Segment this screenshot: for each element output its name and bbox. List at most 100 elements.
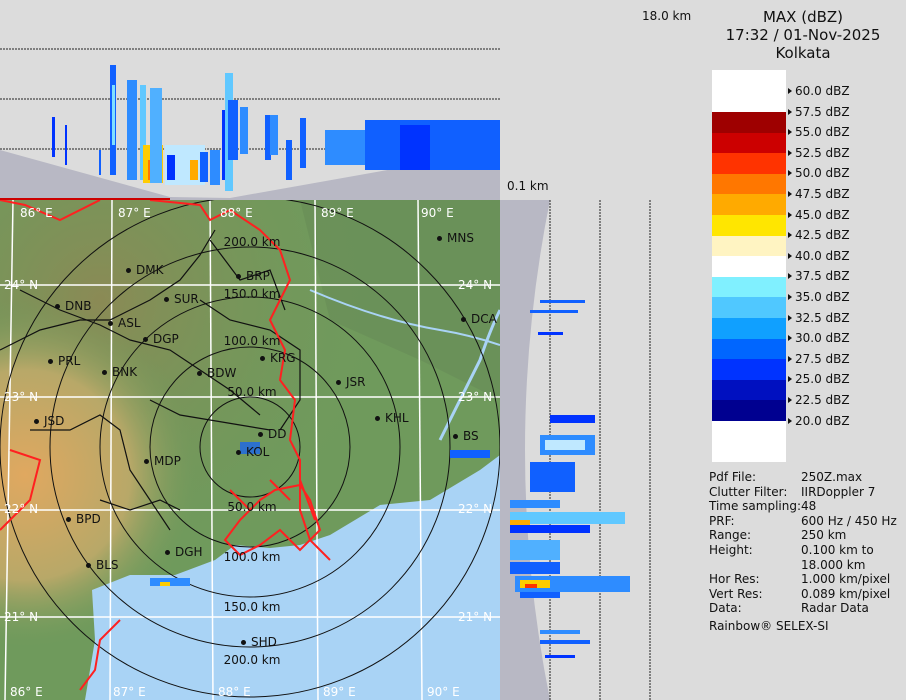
city-marker: MNS xyxy=(437,232,474,244)
range-label: 50.0 km xyxy=(227,500,277,514)
info-row: Clutter Filter: IIRDoppler 7 xyxy=(709,485,875,500)
radar-map xyxy=(0,200,500,700)
lat-label: 24° N xyxy=(458,278,493,292)
legend-label: 27.5 dBZ xyxy=(788,353,850,365)
city-marker: ASL xyxy=(108,317,141,329)
city-marker: MDP xyxy=(144,455,181,467)
legend-swatch xyxy=(712,318,786,339)
legend-swatch xyxy=(712,173,786,195)
info-key: Data: xyxy=(709,601,742,616)
city-marker: KHL xyxy=(375,412,409,424)
legend-label: 42.5 dBZ xyxy=(788,229,850,241)
range-label: 150.0 km xyxy=(223,600,281,614)
echo-rows xyxy=(510,300,630,658)
info-key: Range: xyxy=(709,528,752,543)
legend-label: 45.0 dBZ xyxy=(788,209,850,221)
info-row: Hor Res: 1.000 km/pixel xyxy=(709,572,890,587)
legend-label: 37.5 dBZ xyxy=(788,270,850,282)
city-marker: BDW xyxy=(197,367,236,379)
city-marker: PRL xyxy=(48,355,80,367)
beam-shadow xyxy=(500,200,550,700)
info-key: Vert Res: xyxy=(709,586,763,601)
legend-swatch xyxy=(712,194,786,216)
info-row: PRF: 600 Hz / 450 Hz xyxy=(709,514,897,529)
legend-swatch xyxy=(712,256,786,278)
legend-swatch xyxy=(712,235,786,257)
legend-label: 20.0 dBZ xyxy=(788,415,850,427)
info-value: 250Z.max xyxy=(801,470,863,484)
product-datetime: 17:32 / 01-Nov-2025 xyxy=(725,26,881,44)
right-cross-section-plot xyxy=(500,200,700,700)
info-row: 18.000 km xyxy=(709,558,865,573)
city-marker: BPD xyxy=(66,513,101,525)
info-value: 48 xyxy=(801,499,817,514)
legend-swatch xyxy=(712,215,786,236)
info-key: Height: xyxy=(709,543,753,557)
lon-label: 87° E xyxy=(118,206,151,220)
info-key: Pdf File: xyxy=(709,470,757,484)
legend-label: 55.0 dBZ xyxy=(788,126,850,138)
beam-shadow xyxy=(0,150,500,200)
info-value: IIRDoppler 7 xyxy=(801,484,876,499)
info-value: 18.000 km xyxy=(801,557,866,572)
echoes xyxy=(150,442,490,586)
info-row: Data: Radar Data xyxy=(709,601,869,616)
legend-label: 35.0 dBZ xyxy=(788,291,850,303)
range-label: 100.0 km xyxy=(223,550,281,564)
legend-label: 47.5 dBZ xyxy=(788,188,850,200)
cross-section-corner xyxy=(500,0,700,200)
city-marker: DCA xyxy=(461,313,497,325)
legend-overflow-swatch xyxy=(712,70,786,112)
range-label: 200.0 km xyxy=(223,235,281,249)
legend-label: 57.5 dBZ xyxy=(788,106,850,118)
info-key: Hor Res: xyxy=(709,572,760,587)
lat-label: 22° N xyxy=(458,502,493,516)
lon-label: 87° E xyxy=(113,685,146,699)
info-value: 250 km xyxy=(801,528,847,543)
right-cross-section xyxy=(500,200,700,700)
legend-label: 25.0 dBZ xyxy=(788,373,850,385)
legend-underflow-swatch xyxy=(712,421,786,462)
info-row: Time sampling:48 xyxy=(709,499,816,514)
map-canvas xyxy=(0,200,500,700)
city-marker: KOL xyxy=(236,446,269,458)
range-label: 50.0 km xyxy=(227,385,277,399)
info-value: Radar Data xyxy=(801,601,869,616)
legend-swatch xyxy=(712,297,786,319)
lat-label: 23° N xyxy=(458,390,493,404)
river xyxy=(309,289,500,346)
radar-site: Kolkata xyxy=(775,44,831,62)
city-marker: SUR xyxy=(164,293,199,305)
legend-swatch xyxy=(712,276,786,298)
lon-label: 89° E xyxy=(323,685,356,699)
legend-swatch xyxy=(712,400,786,422)
legend-swatch xyxy=(712,132,786,154)
info-key: Clutter Filter: xyxy=(709,484,788,499)
info-key: PRF: xyxy=(709,513,735,528)
city-marker: DNB xyxy=(55,300,91,312)
legend-label: 50.0 dBZ xyxy=(788,167,850,179)
city-marker: KRG xyxy=(260,352,296,364)
info-row: Range: 250 km xyxy=(709,528,846,543)
lon-label: 86° E xyxy=(10,685,43,699)
city-marker: DGH xyxy=(165,546,203,558)
legend-label: 52.5 dBZ xyxy=(788,147,850,159)
lat-label: 23° N xyxy=(4,390,39,404)
lon-label: 88° E xyxy=(220,206,253,220)
info-row: Height: 0.100 km to xyxy=(709,543,874,558)
city-marker: BRP xyxy=(236,270,270,282)
lon-label: 89° E xyxy=(321,206,354,220)
info-value: 600 Hz / 450 Hz xyxy=(801,513,897,528)
range-label: 150.0 km xyxy=(223,287,281,301)
city-marker: BS xyxy=(453,430,479,442)
city-marker: JSD xyxy=(34,415,64,427)
lon-label: 88° E xyxy=(218,685,251,699)
product-header: MAX (dBZ) 17:32 / 01-Nov-2025 Kolkata xyxy=(700,8,906,62)
international-border xyxy=(0,200,331,691)
info-value: 0.100 km to xyxy=(801,543,874,557)
city-marker: DMK xyxy=(126,264,163,276)
legend-label: 22.5 dBZ xyxy=(788,394,850,406)
sea xyxy=(85,455,500,700)
city-marker: DD xyxy=(258,428,286,440)
legend-swatch xyxy=(712,359,786,381)
